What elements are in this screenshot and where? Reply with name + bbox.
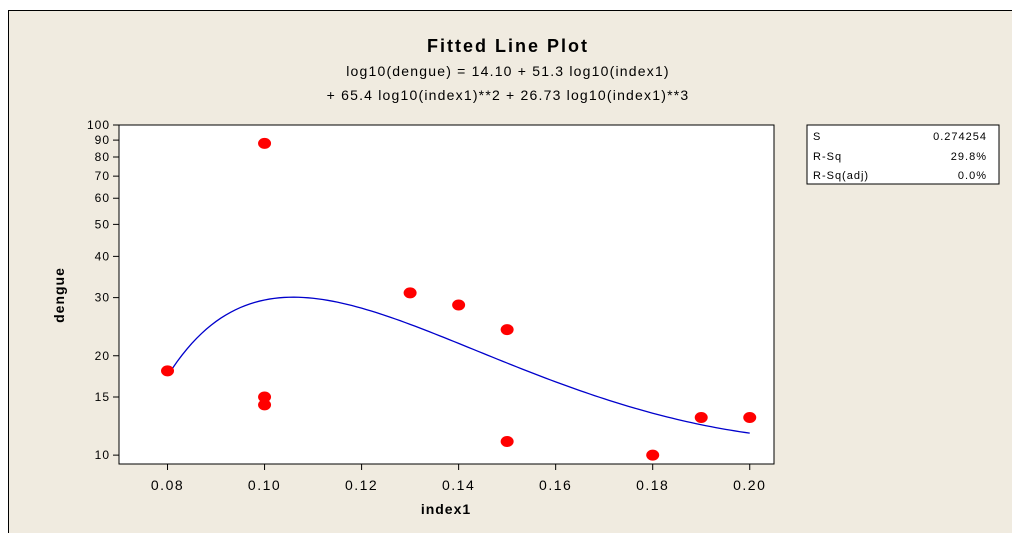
y-tick-label: 100 — [87, 118, 110, 132]
stat-value-r-sq-adj: 0.0% — [958, 170, 987, 182]
x-tick-label: 0.18 — [636, 477, 669, 493]
x-tick-label: 0.20 — [733, 477, 766, 493]
y-tick-label: 50 — [95, 217, 110, 231]
y-tick-label: 70 — [95, 169, 110, 183]
data-point — [694, 412, 708, 424]
y-tick-label: 60 — [95, 191, 110, 205]
y-tick-label: 90 — [95, 133, 110, 147]
data-point — [646, 449, 660, 461]
y-tick-label: 10 — [95, 448, 110, 462]
data-point — [258, 399, 272, 411]
y-tick-label: 20 — [95, 349, 110, 363]
y-tick-label: 30 — [95, 291, 110, 305]
stat-value-r-sq: 29.8% — [951, 151, 987, 163]
data-point — [258, 137, 272, 149]
data-points — [161, 137, 757, 461]
regression-equation-line-2: + 65.4 log10(index1)**2 + 26.73 log10(in… — [327, 87, 690, 103]
y-tick-label: 40 — [95, 249, 110, 263]
data-point — [500, 435, 514, 447]
y-tick-label: 80 — [95, 150, 110, 164]
stat-label-r-sq-adj: R-Sq(adj) — [813, 170, 869, 182]
y-axis-label: dengue — [51, 267, 67, 323]
regression-curve — [166, 296, 750, 434]
data-point — [258, 391, 272, 403]
x-tick-label: 0.14 — [442, 477, 475, 493]
x-axis-label: index1 — [421, 501, 471, 517]
stat-label-r-sq: R-Sq — [813, 151, 842, 163]
data-point — [452, 299, 466, 311]
data-point — [743, 412, 757, 424]
y-tick-label: 15 — [95, 390, 110, 404]
data-point — [500, 324, 514, 336]
fitted-line — [166, 296, 750, 434]
data-point — [161, 365, 175, 377]
x-tick-label: 0.12 — [345, 477, 378, 493]
stat-label-s: S — [813, 131, 821, 143]
x-tick-label: 0.08 — [151, 477, 184, 493]
stat-value-s: 0.274254 — [933, 131, 987, 143]
chart-title: Fitted Line Plot — [427, 36, 589, 56]
statistics-box: S 0.274254 R-Sq 29.8% R-Sq(adj) 0.0% — [806, 124, 1000, 185]
x-axis: 0.08 0.10 0.12 0.14 0.16 0.18 0.20 — [151, 464, 766, 493]
regression-equation-line-1: log10(dengue) = 14.10 + 51.3 log10(index… — [346, 63, 670, 79]
plot-area — [118, 124, 775, 465]
data-point — [403, 287, 417, 299]
x-tick-label: 0.10 — [248, 477, 281, 493]
x-tick-label: 0.16 — [539, 477, 572, 493]
statistics-box-border — [806, 124, 1000, 185]
